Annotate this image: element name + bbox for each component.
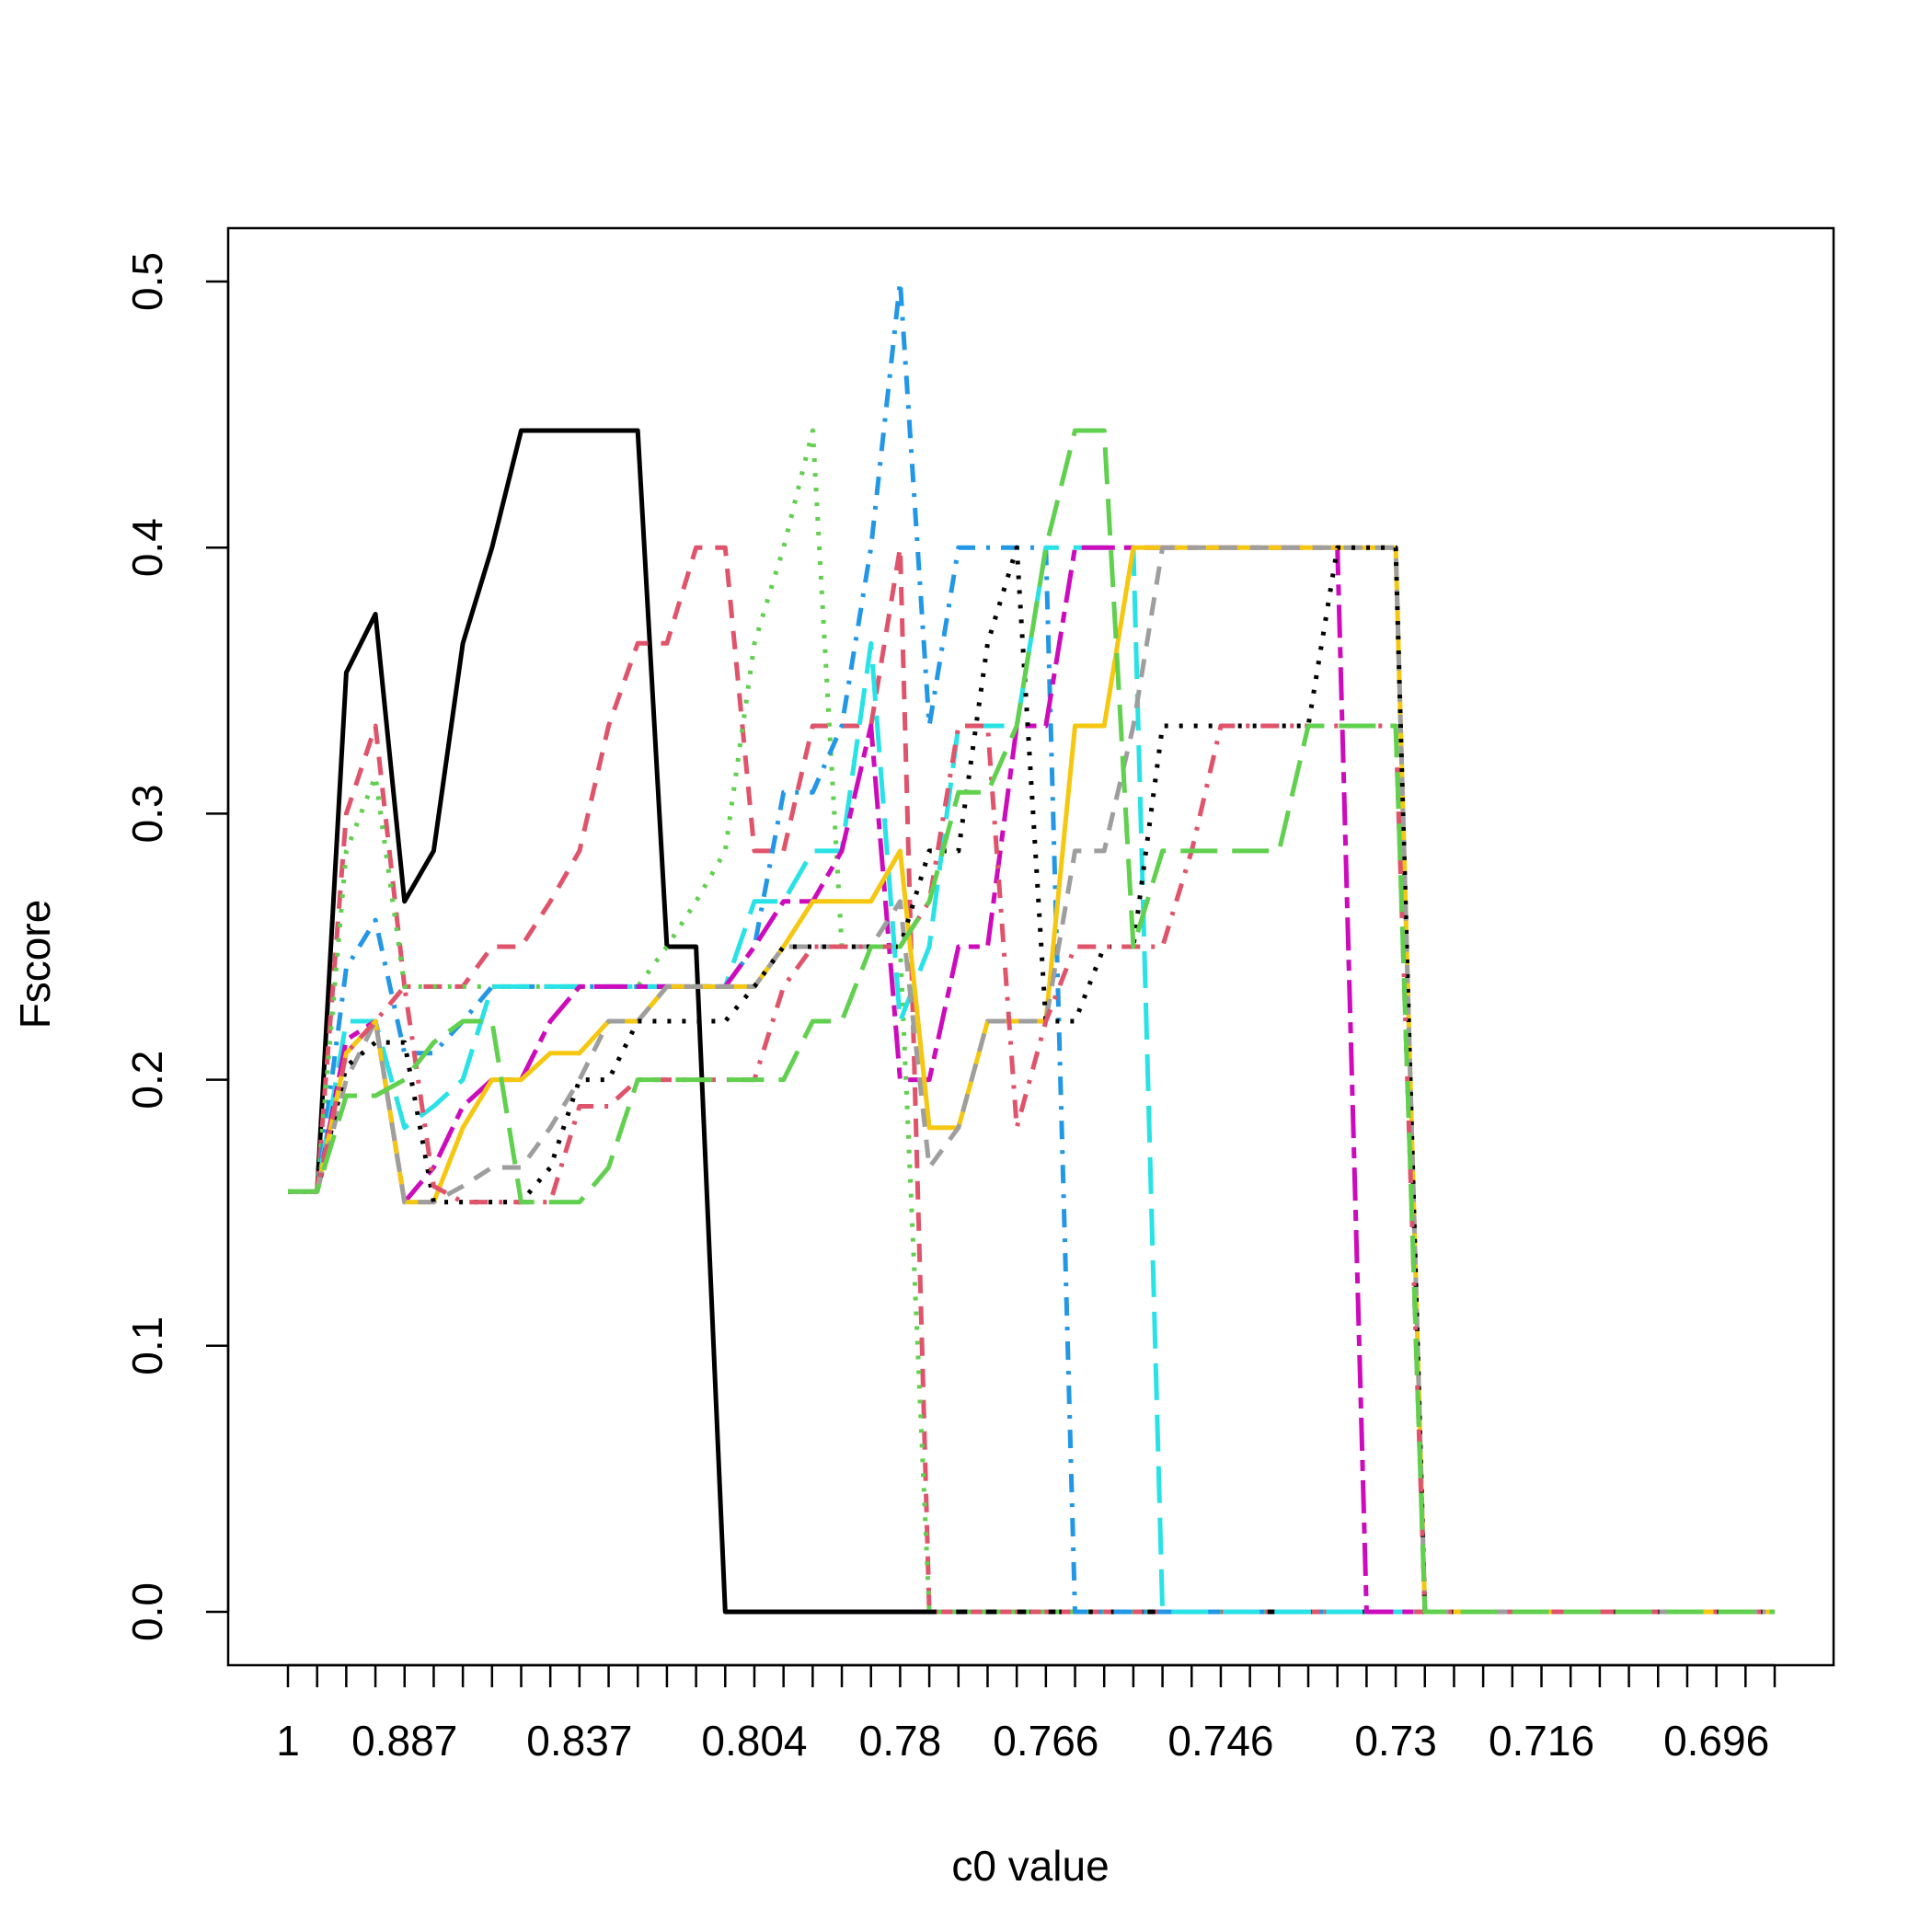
x-tick-label: 0.766 [993,1717,1098,1765]
x-tick-label: 0.73 [1354,1717,1437,1765]
x-axis: 1 0.887 0.837 0.804 0.78 0.766 0.746 0.73 0.716 0… [276,1663,1777,1765]
y-tick-label: 0.5 [123,252,171,311]
x-tick-label: 0.78 [859,1717,942,1765]
series-line-8 [288,545,1775,1615]
x-tick-label: 0.837 [526,1717,632,1765]
x-tick-label: 0.804 [701,1717,807,1765]
y-tick-label: 0.1 [123,1317,171,1375]
series-layer [288,279,1775,1615]
x-axis-title: c0 value [951,1842,1109,1890]
y-axis-title: Fscore [11,900,59,1029]
y-tick-label: 0.0 [123,1582,171,1641]
x-tick-label: 0.887 [351,1717,457,1765]
x-tick-label: 0.716 [1489,1717,1594,1765]
series-line-7 [288,545,1775,1615]
series-line-6 [288,545,1775,1615]
series-line-9 [288,545,1775,1615]
x-tick-label: 0.746 [1167,1717,1273,1765]
y-tick-label: 0.4 [123,518,171,577]
x-tick-label: 1 [276,1717,300,1765]
y-axis: 0.0 0.1 0.2 0.3 0.4 0.5 [123,252,230,1641]
y-tick-label: 0.2 [123,1051,171,1110]
plot-border [226,226,1835,1667]
series-line-2 [288,545,1775,1615]
y-tick-label: 0.3 [123,784,171,843]
x-tick-label: 0.696 [1663,1717,1769,1765]
series-line-11 [288,428,1775,1615]
